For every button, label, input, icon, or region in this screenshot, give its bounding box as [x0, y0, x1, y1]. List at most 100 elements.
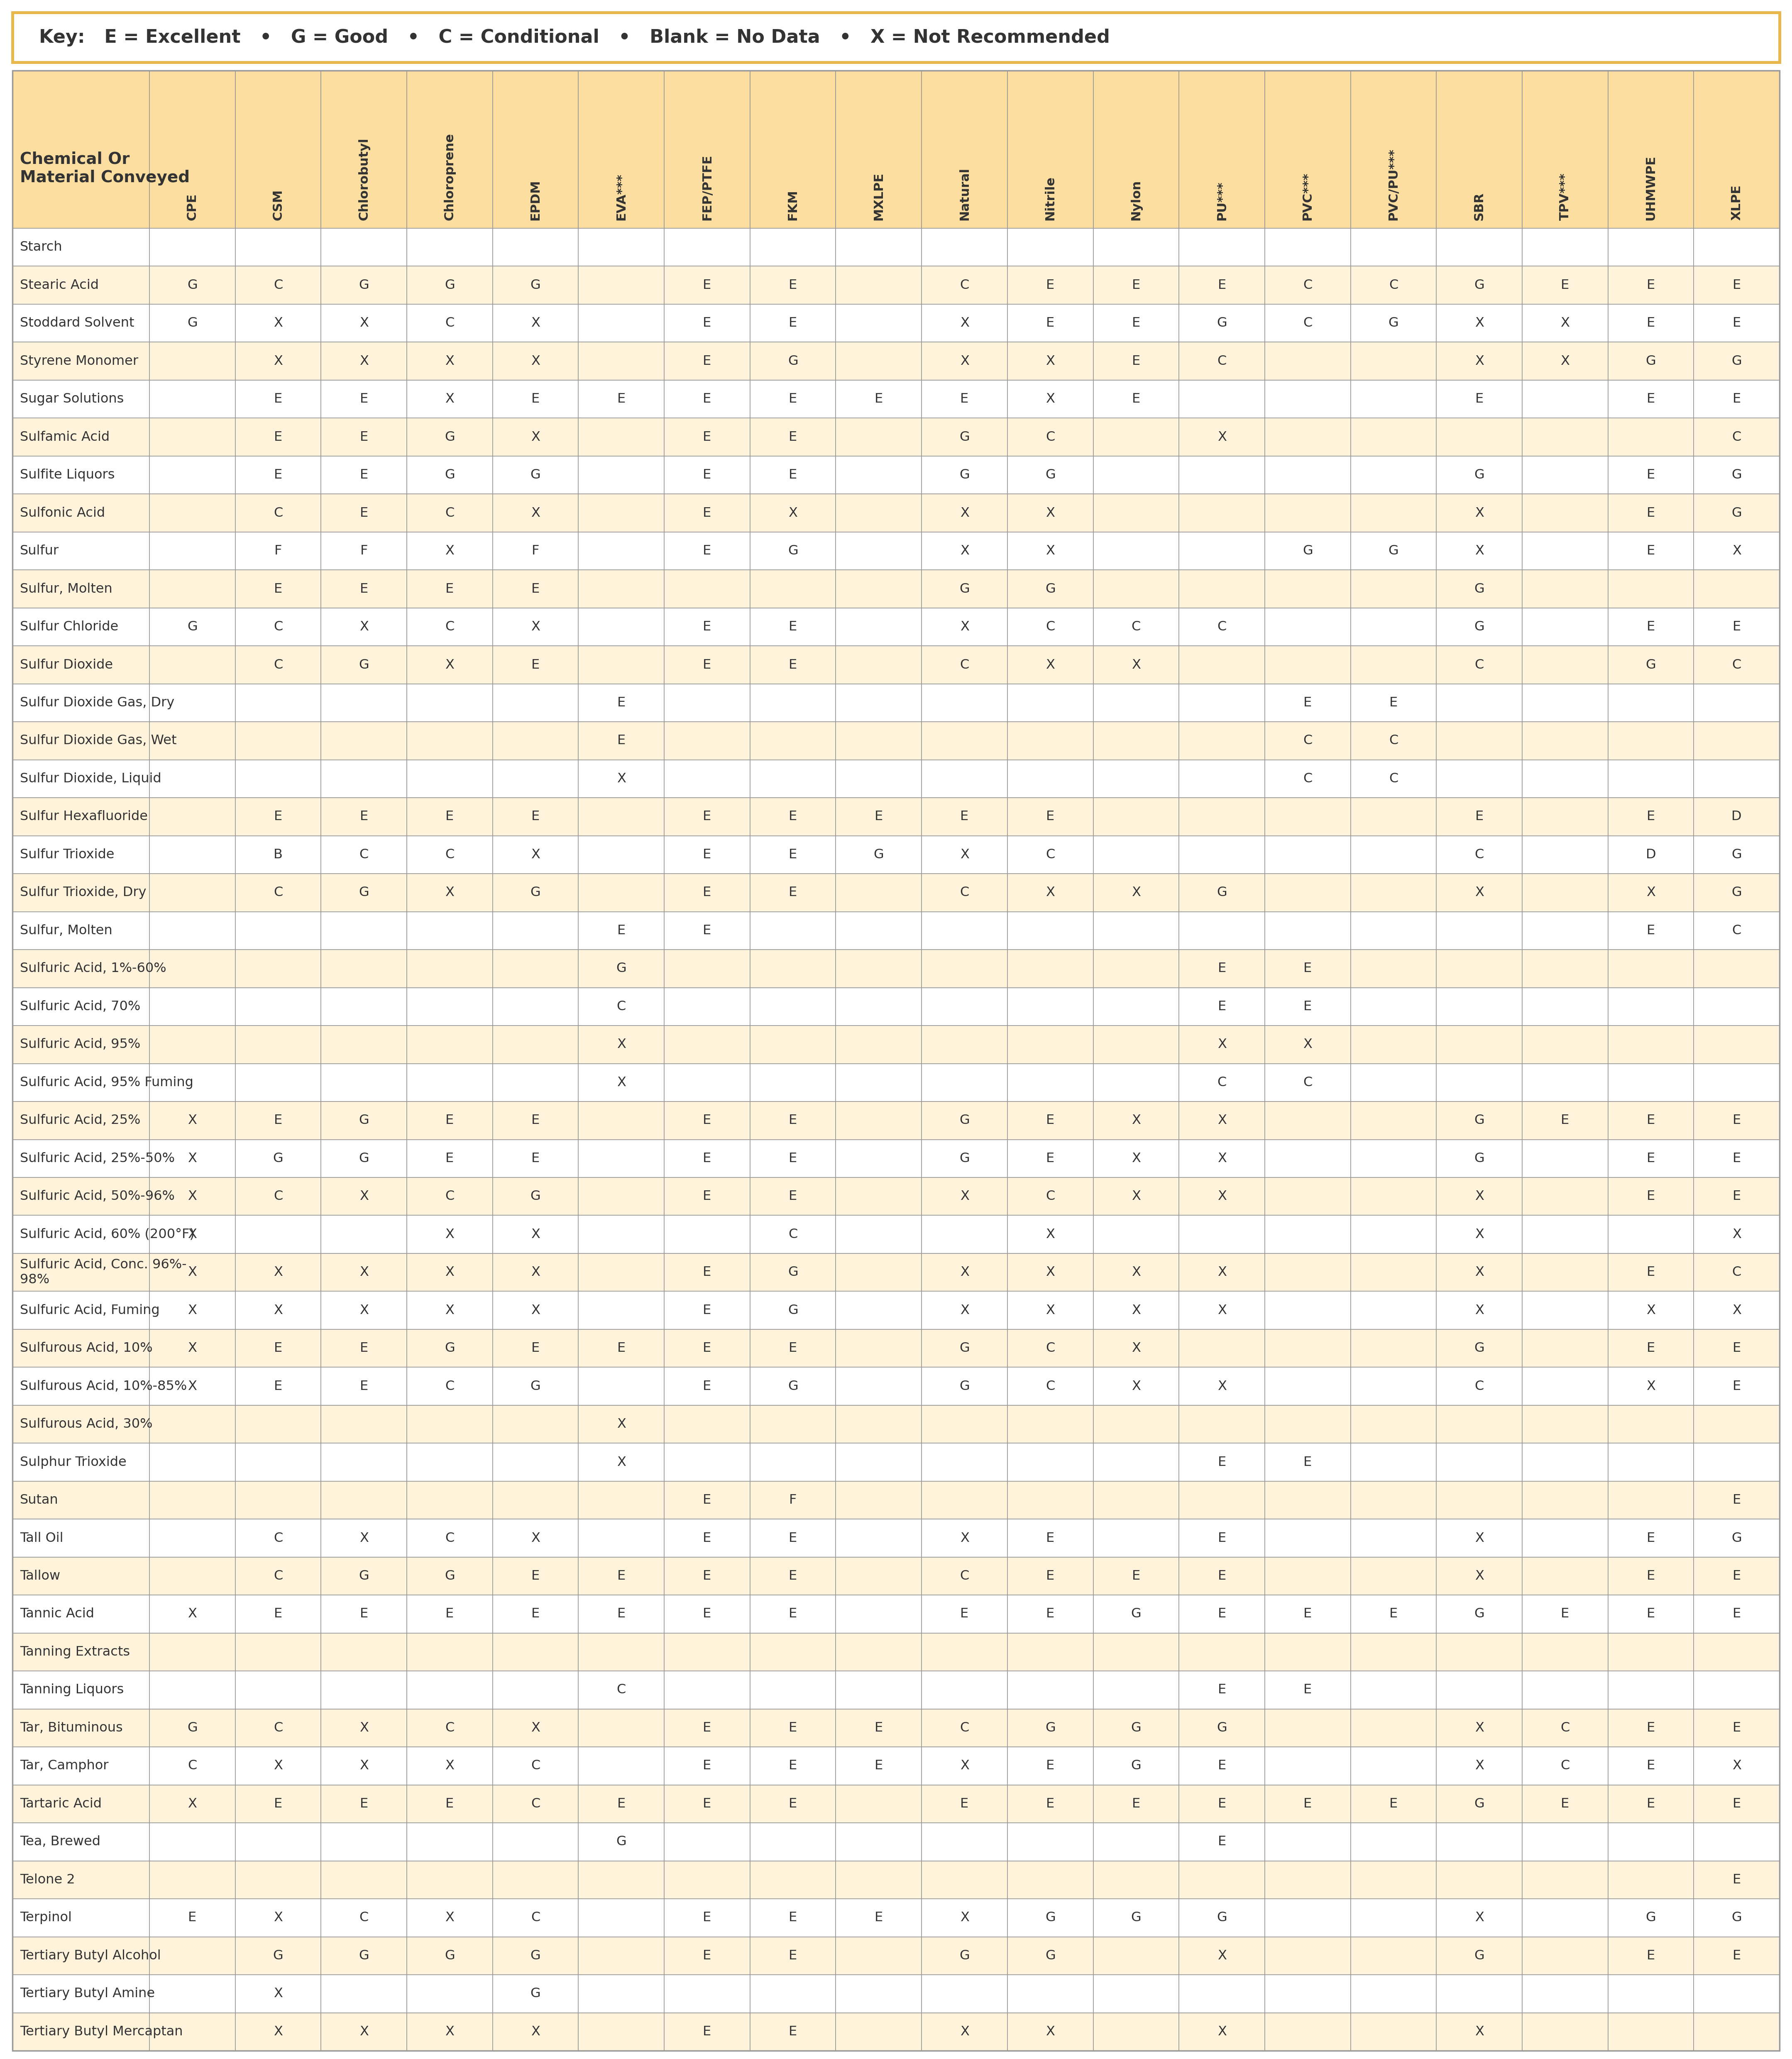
Bar — [1607, 531, 1693, 570]
Bar — [1607, 1746, 1693, 1785]
Bar — [835, 305, 921, 342]
Bar — [1265, 1065, 1351, 1102]
Bar — [1693, 1025, 1779, 1065]
Bar — [835, 1102, 921, 1139]
Text: Chlorobutyl: Chlorobutyl — [358, 138, 369, 220]
Bar — [493, 1898, 579, 1938]
Text: X: X — [1475, 1569, 1484, 1583]
Bar — [321, 1520, 407, 1557]
Bar — [1093, 1898, 1179, 1938]
Bar — [1093, 760, 1179, 797]
Text: X: X — [1131, 659, 1142, 671]
Bar — [1693, 797, 1779, 836]
Bar — [493, 684, 579, 723]
Bar — [1179, 1178, 1265, 1215]
Bar — [13, 1330, 149, 1367]
Bar — [1007, 1480, 1093, 1520]
Text: E: E — [788, 811, 797, 824]
Bar — [1007, 1672, 1093, 1709]
Bar — [149, 1178, 235, 1215]
Bar — [1351, 1254, 1437, 1291]
Bar — [1093, 342, 1179, 381]
Bar — [1007, 1291, 1093, 1330]
Bar — [1607, 836, 1693, 873]
Bar — [321, 1404, 407, 1443]
Bar — [1693, 1291, 1779, 1330]
Text: X: X — [1131, 1380, 1142, 1392]
Bar — [149, 1025, 235, 1065]
Text: X: X — [961, 2026, 969, 2038]
Bar — [235, 1025, 321, 1065]
Bar — [579, 1709, 665, 1746]
Bar — [1265, 836, 1351, 873]
Text: C: C — [1475, 659, 1484, 671]
Bar — [1265, 1672, 1351, 1709]
Bar — [1007, 418, 1093, 457]
Text: C: C — [530, 1760, 539, 1773]
Text: Sulfuric Acid, 25%: Sulfuric Acid, 25% — [20, 1114, 140, 1126]
Text: C: C — [274, 278, 283, 292]
Bar — [1437, 988, 1521, 1025]
Bar — [751, 1480, 835, 1520]
Bar — [235, 70, 321, 229]
Text: G: G — [1045, 1911, 1055, 1925]
Bar — [1179, 1139, 1265, 1178]
Bar — [13, 1633, 149, 1672]
Bar — [751, 1367, 835, 1404]
Text: Sulfur Trioxide, Dry: Sulfur Trioxide, Dry — [20, 885, 147, 900]
Bar — [1607, 723, 1693, 760]
Bar — [579, 1178, 665, 1215]
Bar — [1693, 607, 1779, 647]
Text: G: G — [616, 1835, 627, 1849]
Bar — [149, 1746, 235, 1785]
Bar — [407, 457, 493, 494]
Bar — [1179, 949, 1265, 988]
Bar — [1351, 305, 1437, 342]
Bar — [1265, 1557, 1351, 1596]
Bar — [407, 607, 493, 647]
Text: G: G — [1217, 317, 1228, 329]
Text: Tertiary Butyl Mercaptan: Tertiary Butyl Mercaptan — [20, 2026, 183, 2038]
Bar — [1607, 797, 1693, 836]
Bar — [1093, 723, 1179, 760]
Bar — [235, 418, 321, 457]
Bar — [407, 1025, 493, 1065]
Bar — [1521, 1975, 1607, 2014]
Bar — [665, 1709, 751, 1746]
Text: X: X — [1047, 885, 1055, 900]
Text: E: E — [1561, 1608, 1570, 1620]
Text: Sulfur: Sulfur — [20, 544, 59, 558]
Text: E: E — [702, 1532, 711, 1544]
Bar — [1351, 1065, 1437, 1102]
Text: X: X — [1047, 659, 1055, 671]
Bar — [1265, 1709, 1351, 1746]
Bar — [751, 1557, 835, 1596]
Text: Tar, Camphor: Tar, Camphor — [20, 1760, 109, 1773]
Bar — [921, 1215, 1007, 1254]
Bar — [665, 1861, 751, 1898]
Bar — [13, 647, 149, 684]
Text: EVA***: EVA*** — [615, 173, 627, 220]
Text: C: C — [961, 278, 969, 292]
Text: E: E — [1133, 1569, 1140, 1583]
Text: X: X — [444, 354, 453, 369]
Bar — [149, 305, 235, 342]
Bar — [579, 1367, 665, 1404]
Bar — [1351, 1520, 1437, 1557]
Text: G: G — [788, 544, 797, 558]
Text: C: C — [1303, 317, 1312, 329]
Bar — [1437, 1822, 1521, 1861]
Bar — [835, 1898, 921, 1938]
Text: E: E — [360, 507, 367, 519]
Bar — [751, 647, 835, 684]
Text: G: G — [1475, 1950, 1484, 1962]
Bar — [751, 1898, 835, 1938]
Bar — [13, 1367, 149, 1404]
Bar — [921, 797, 1007, 836]
Text: E: E — [702, 848, 711, 861]
Text: C: C — [274, 1532, 283, 1544]
Bar — [751, 607, 835, 647]
Text: G: G — [530, 1987, 541, 1999]
Text: G: G — [530, 885, 541, 900]
Bar — [1521, 836, 1607, 873]
